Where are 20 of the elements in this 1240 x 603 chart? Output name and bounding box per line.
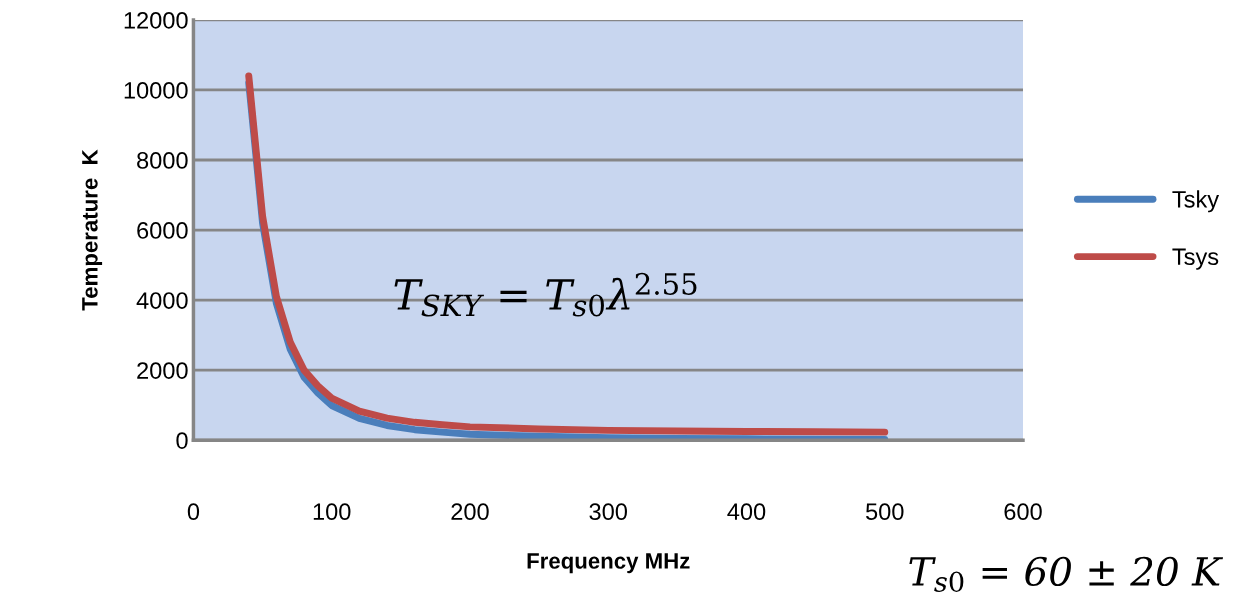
- x-tick-label: 600: [1004, 503, 1042, 521]
- y-tick-label: 0: [176, 432, 188, 449]
- x-tick-label: 400: [727, 503, 766, 521]
- y-tick-label: 2000: [137, 362, 188, 379]
- y-tick-label: 12000: [124, 11, 188, 29]
- x-tick-label: 0: [187, 503, 200, 521]
- y-tick-label: 8000: [137, 152, 188, 169]
- x-tick-label: 500: [865, 503, 904, 521]
- y-tick-label: 10000: [124, 82, 188, 99]
- x-tick-label: 200: [451, 503, 489, 521]
- x-tick-label: 300: [589, 503, 627, 521]
- x-tick-label: 100: [313, 503, 351, 521]
- legend-label: Tsky: [1172, 190, 1220, 213]
- legend-label: Tsys: [1172, 248, 1219, 270]
- annotation: T$_{SKY}$ = T$_{s0}$λ$^{2.55}$: [394, 272, 697, 317]
- y-tick-label: 4000: [136, 292, 188, 309]
- text: T$_{s0}$ = 60 ± 20 K: [909, 556, 1224, 593]
- x-axis-title: Frequency MHz: [527, 553, 690, 574]
- y-tick-label: 6000: [137, 222, 188, 239]
- y-axis-title: Temperature K: [82, 149, 103, 311]
